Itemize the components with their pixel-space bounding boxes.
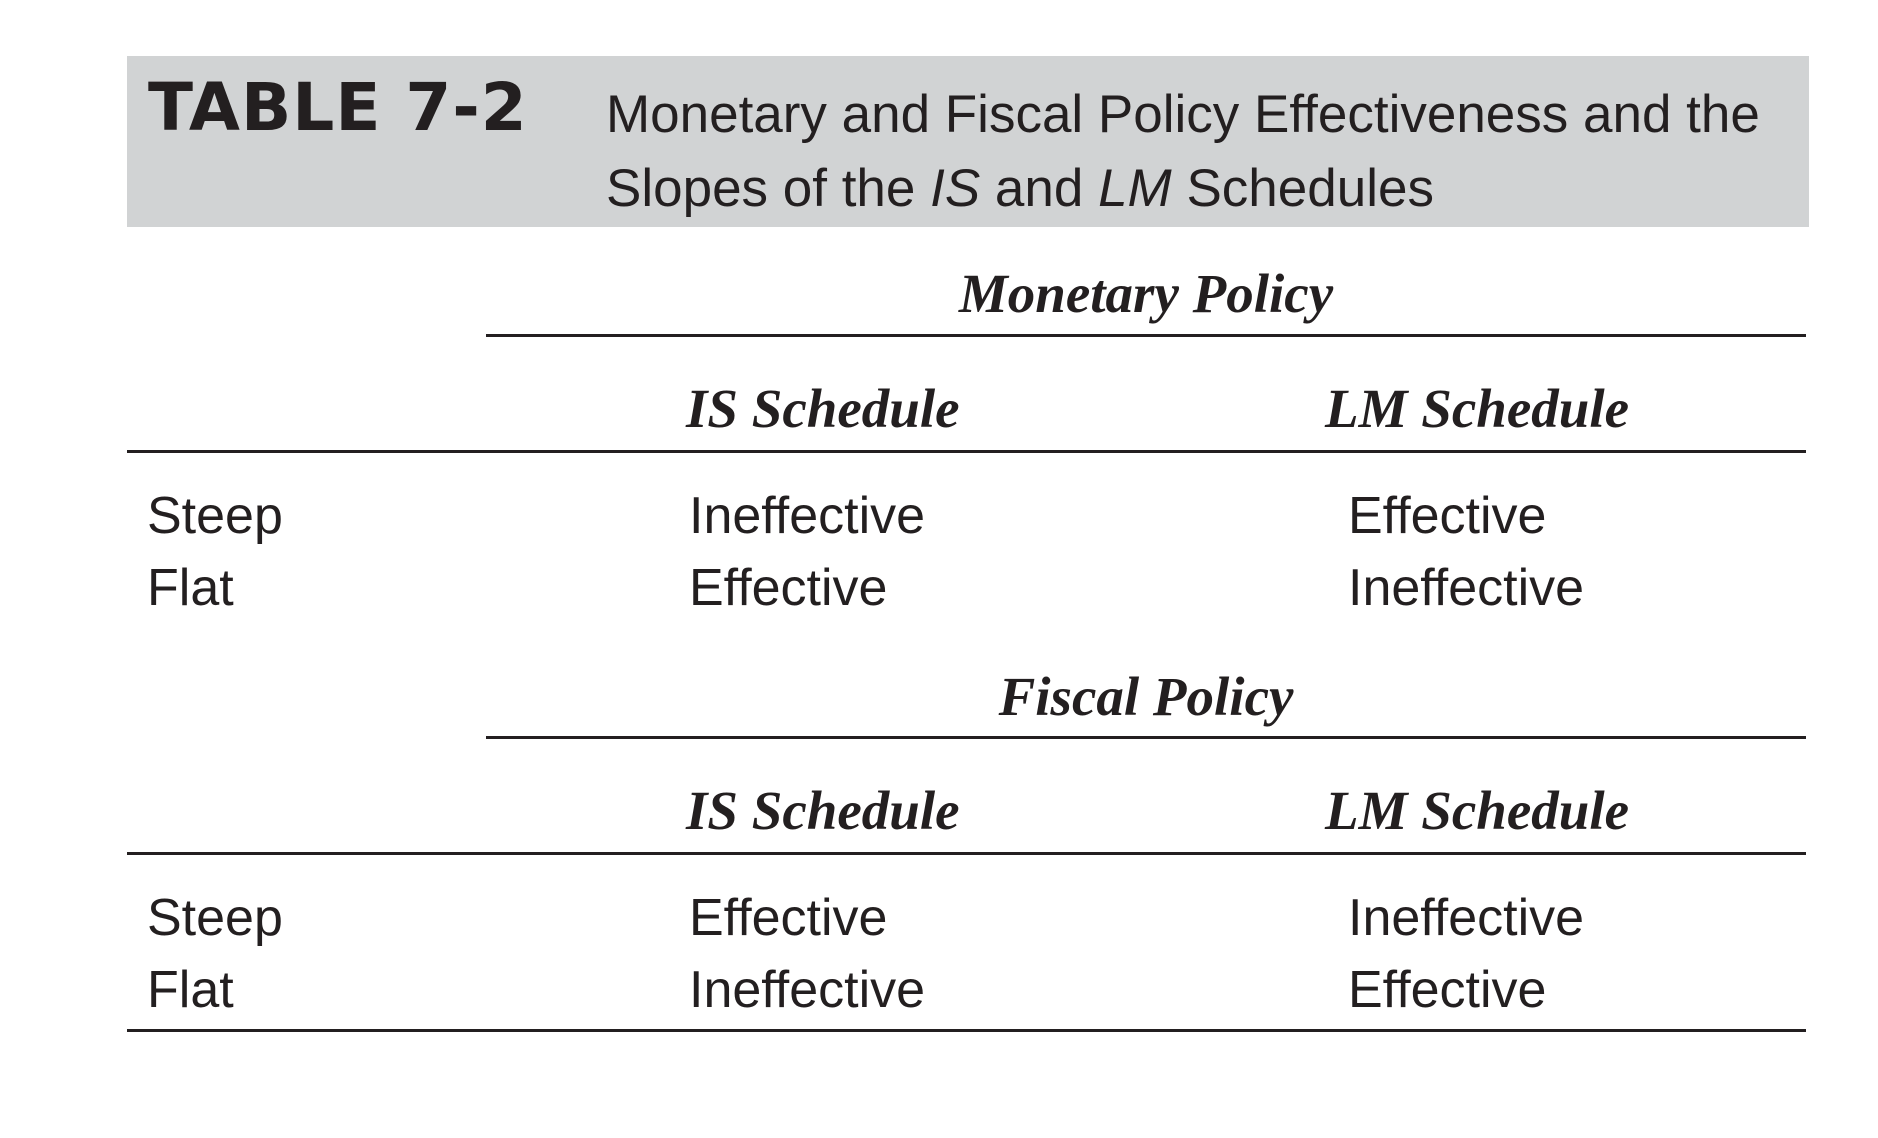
column-header-is-monetary: IS Schedule — [686, 378, 960, 439]
section-rule-monetary — [486, 334, 1806, 337]
table-title-and: and — [980, 159, 1099, 218]
column-header-lm-monetary: LM Schedule — [1325, 378, 1630, 439]
section-rule-fiscal — [486, 736, 1806, 739]
row-label-fiscal-flat: Flat — [147, 961, 234, 1019]
cell-fiscal-steep-lm: Ineffective — [1348, 889, 1585, 947]
header-rule-fiscal — [127, 852, 1806, 855]
column-header-is-fiscal: IS Schedule — [686, 780, 960, 841]
table-bottom-rule — [127, 1029, 1806, 1032]
table-title-is: IS — [930, 159, 981, 218]
cell-fiscal-flat-lm: Effective — [1348, 961, 1547, 1019]
table-title-suffix: Schedules — [1171, 159, 1434, 218]
header-rule-monetary — [127, 450, 1806, 453]
row-label-fiscal-steep: Steep — [147, 889, 283, 947]
cell-monetary-flat-lm: Ineffective — [1348, 559, 1585, 617]
table-title-lm: LM — [1098, 159, 1172, 218]
cell-monetary-steep-lm: Effective — [1348, 487, 1547, 545]
row-label-monetary-flat: Flat — [147, 559, 234, 617]
section-title-monetary: Monetary Policy — [958, 263, 1334, 324]
cell-monetary-flat-is: Effective — [689, 559, 888, 617]
cell-fiscal-steep-is: Effective — [689, 889, 888, 947]
table-title-band — [127, 56, 1809, 227]
cell-monetary-steep-is: Ineffective — [689, 487, 926, 545]
column-header-lm-fiscal: LM Schedule — [1325, 780, 1630, 841]
section-title-fiscal: Fiscal Policy — [998, 666, 1294, 727]
table-title-line1: Monetary and Fiscal Policy Effectiveness… — [606, 85, 1760, 144]
table-title-line2-prefix: Slopes of the — [606, 159, 931, 218]
cell-fiscal-flat-is: Ineffective — [689, 961, 926, 1019]
row-label-monetary-steep: Steep — [147, 487, 283, 545]
table-title: Monetary and Fiscal Policy Effectiveness… — [606, 78, 1801, 226]
table-number: TABLE 7-2 — [148, 69, 528, 146]
